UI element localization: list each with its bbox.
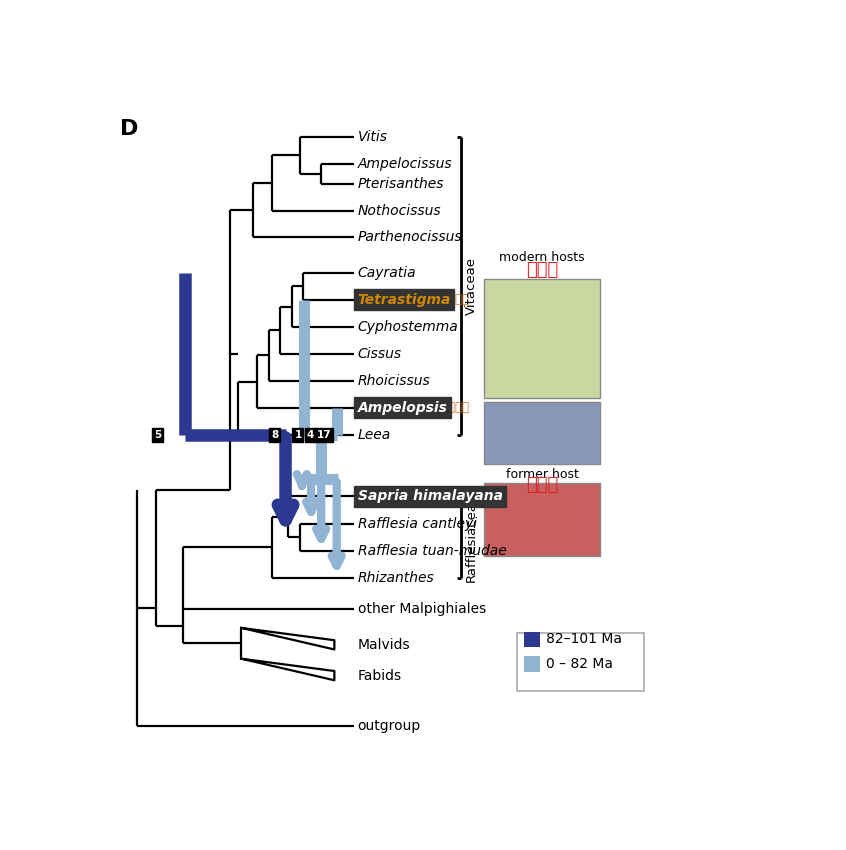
Text: Leea: Leea [358, 428, 391, 442]
Text: 4: 4 [306, 429, 314, 439]
Bar [484, 279, 600, 399]
Text: 1: 1 [294, 429, 301, 439]
Text: outgroup: outgroup [358, 719, 420, 733]
Text: 0 – 82 Ma: 0 – 82 Ma [546, 657, 613, 672]
Text: Cissus: Cissus [358, 347, 402, 360]
Bar [484, 402, 600, 464]
Text: Ampelopsis: Ampelopsis [358, 400, 448, 415]
Text: Fabids: Fabids [358, 669, 402, 683]
Text: Cyphostemma: Cyphostemma [358, 320, 459, 334]
Text: Pterisanthes: Pterisanthes [358, 178, 444, 191]
Text: Cayratia: Cayratia [358, 266, 416, 280]
Text: modern hosts: modern hosts [499, 251, 585, 264]
Text: Rafflesia cantleyi: Rafflesia cantleyi [358, 517, 477, 531]
Text: Ampelocissus: Ampelocissus [358, 156, 453, 171]
Text: Rhizanthes: Rhizanthes [358, 571, 434, 585]
Text: 17: 17 [317, 429, 332, 439]
Text: former host: former host [506, 468, 579, 481]
Bar [484, 483, 600, 556]
Text: Rafflesia tuan-mudae: Rafflesia tuan-mudae [358, 544, 507, 558]
Text: 蛇葡萄属: 蛇葡萄属 [442, 401, 470, 414]
Bar [525, 656, 540, 672]
Text: Nothocissus: Nothocissus [358, 204, 442, 218]
Text: Vitaceae: Vitaceae [464, 257, 478, 314]
Text: Sapria himalayana: Sapria himalayana [358, 490, 503, 503]
Text: Parthenocissus: Parthenocissus [358, 230, 462, 244]
Text: 8: 8 [271, 429, 278, 439]
Text: Tetrastigma: Tetrastigma [358, 293, 451, 307]
Bar [525, 632, 540, 647]
FancyBboxPatch shape [517, 633, 645, 691]
Text: Rhoicissus: Rhoicissus [358, 374, 431, 388]
Text: 现寄主: 现寄主 [526, 261, 558, 279]
Text: D: D [119, 119, 138, 139]
Text: Malvids: Malvids [358, 638, 410, 652]
Text: 82–101 Ma: 82–101 Ma [546, 632, 622, 647]
Text: other Malpighiales: other Malpighiales [358, 602, 486, 615]
Text: Vitis: Vitis [358, 130, 387, 144]
Text: 前寄主: 前寄主 [526, 477, 558, 495]
Text: Rafflesiaceae: Rafflesiaceae [464, 492, 478, 581]
Text: 崖爬藤属: 崖爬藤属 [442, 293, 470, 306]
Text: 5: 5 [154, 429, 162, 439]
